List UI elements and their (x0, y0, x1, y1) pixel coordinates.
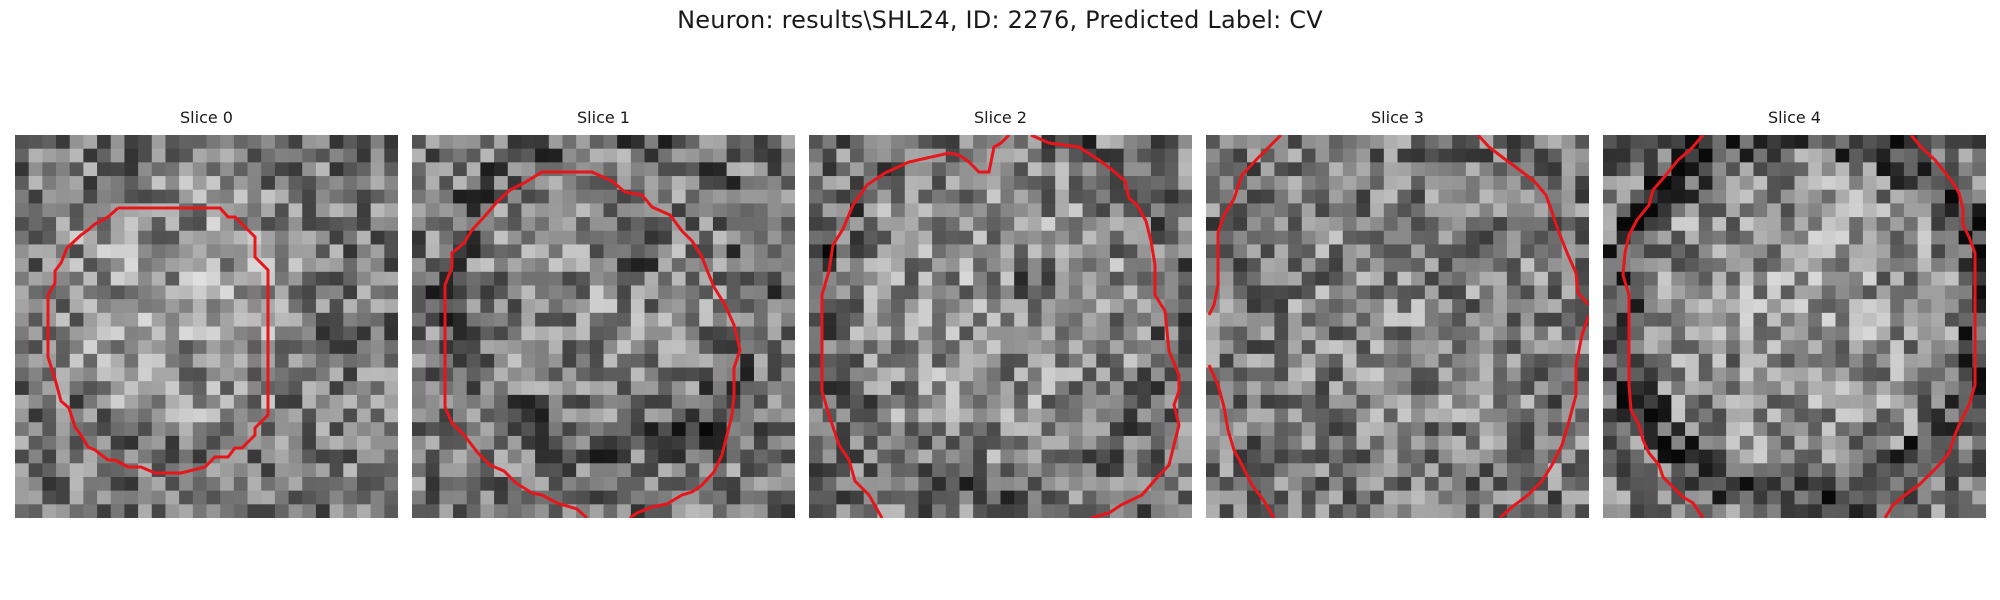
slice-svg (15, 135, 398, 518)
slice-image (1603, 135, 1986, 518)
slice-title: Slice 4 (1603, 106, 1986, 130)
slice-title: Slice 2 (809, 106, 1192, 130)
pixel-grid (809, 135, 1192, 518)
slice-image (15, 135, 398, 518)
slice-panel-4: Slice 4 (1603, 106, 1986, 518)
slice-image (412, 135, 795, 518)
pixel-grid (1603, 135, 1986, 518)
pixel-grid (15, 135, 398, 518)
slice-image (1206, 135, 1589, 518)
slice-svg (412, 135, 795, 518)
slice-panel-2: Slice 2 (809, 106, 1192, 518)
pixel-grid (1206, 135, 1589, 518)
slice-panel-1: Slice 1 (412, 106, 795, 518)
slice-panel-3: Slice 3 (1206, 106, 1589, 518)
slice-title: Slice 0 (15, 106, 398, 130)
slice-image (809, 135, 1192, 518)
slice-svg (809, 135, 1192, 518)
slice-svg (1603, 135, 1986, 518)
figure-title: Neuron: results\SHL24, ID: 2276, Predict… (0, 6, 2000, 34)
slice-svg (1206, 135, 1589, 518)
pixel-grid (412, 135, 795, 518)
slice-panel-0: Slice 0 (15, 106, 398, 518)
slice-title: Slice 1 (412, 106, 795, 130)
slice-title: Slice 3 (1206, 106, 1589, 130)
